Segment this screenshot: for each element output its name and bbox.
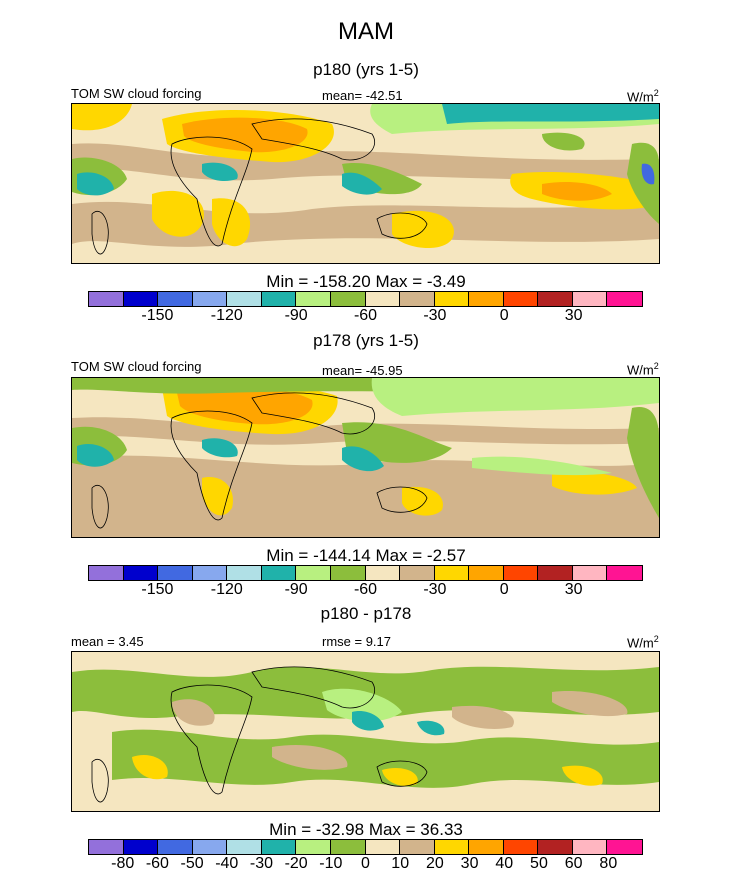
panel-3-minmax: Min = -32.98 Max = 36.33 [269, 820, 463, 839]
panel-2-minmax: Min = -144.14 Max = -2.57 [266, 546, 466, 565]
colorbar-swatch [330, 566, 366, 580]
colorbar-tick-label: 20 [425, 855, 444, 872]
colorbar-swatch [296, 566, 331, 580]
colorbar-swatch [227, 566, 262, 580]
colorbar-swatch [469, 292, 504, 306]
panel-2-units: W/m2 [627, 361, 659, 378]
colorbar-tick-label: -120 [210, 581, 243, 598]
colorbar-tick-label: -150 [141, 307, 174, 324]
colorbar-swatch [192, 840, 228, 854]
colorbar-swatch [261, 566, 297, 580]
panel-1-colorbar [88, 291, 643, 307]
panel-2-colorbar [88, 565, 643, 581]
colorbar-swatch [434, 566, 470, 580]
colorbar-swatch [158, 566, 193, 580]
colorbar-swatch [434, 292, 470, 306]
colorbar-swatch [469, 840, 504, 854]
colorbar-tick-label: 0 [499, 307, 509, 324]
panel-2-map [71, 377, 660, 538]
colorbar-tick-label: -60 [353, 581, 378, 598]
colorbar-swatch [227, 292, 262, 306]
colorbar-tick-label: 50 [530, 855, 548, 872]
colorbar-swatch [123, 292, 159, 306]
colorbar-swatch [538, 840, 573, 854]
panel-3-mean-label: mean = 3.45 [71, 634, 144, 649]
colorbar-tick-label: 0 [361, 855, 370, 872]
colorbar-swatch [572, 566, 608, 580]
panel-2-title: p178 (yrs 1-5) [313, 331, 419, 350]
panel-1-units: W/m2 [627, 88, 659, 105]
colorbar-swatch [434, 840, 470, 854]
colorbar-swatch [296, 292, 331, 306]
colorbar-swatch [158, 292, 193, 306]
panel-3-title: p180 - p178 [320, 604, 412, 623]
panel-3-map [71, 651, 660, 812]
colorbar-tick-label: -30 [249, 855, 273, 872]
panel-1-mean-label: mean= -42.51 [322, 88, 403, 103]
colorbar-swatch [572, 292, 608, 306]
colorbar-swatch [400, 292, 435, 306]
panel-2-mean-label: mean= -45.95 [322, 363, 403, 378]
colorbar-swatch [503, 566, 539, 580]
colorbar-swatch [123, 566, 159, 580]
colorbar-swatch [365, 292, 401, 306]
panel-1-title: p180 (yrs 1-5) [313, 60, 419, 79]
panel-1-minmax: Min = -158.20 Max = -3.49 [266, 272, 466, 291]
colorbar-swatch [503, 840, 539, 854]
colorbar-tick-label: 40 [495, 855, 514, 872]
colorbar-tick-label: -30 [423, 307, 447, 324]
colorbar-swatch [400, 566, 435, 580]
colorbar-swatch [261, 292, 297, 306]
colorbar-tick-label: 30 [460, 855, 479, 872]
colorbar-swatch [572, 840, 608, 854]
colorbar-swatch [503, 292, 539, 306]
colorbar-swatch [192, 566, 228, 580]
colorbar-tick-label: 30 [564, 307, 583, 324]
panel-2-variable-label: TOM SW cloud forcing [71, 359, 202, 374]
panel-3-rmse-label: rmse = 9.17 [322, 634, 392, 649]
colorbar-swatch [607, 840, 642, 854]
colorbar-swatch [365, 840, 401, 854]
colorbar-tick-label: -120 [210, 307, 243, 324]
colorbar-tick-label: -60 [353, 307, 378, 324]
colorbar-tick-label: -50 [180, 855, 204, 872]
colorbar-tick-label: -150 [141, 581, 174, 598]
colorbar-tick-label: 10 [391, 855, 410, 872]
colorbar-swatch [192, 292, 228, 306]
colorbar-swatch [538, 566, 573, 580]
colorbar-swatch [607, 566, 642, 580]
colorbar-swatch [123, 840, 159, 854]
colorbar-tick-label: 30 [564, 581, 583, 598]
panel-1-map [71, 103, 660, 264]
panel-3-colorbar [88, 839, 643, 855]
colorbar-swatch [469, 566, 504, 580]
colorbar-tick-label: -90 [284, 307, 308, 324]
colorbar-swatch [330, 292, 366, 306]
figure-title: MAM [338, 18, 394, 45]
colorbar-tick-label: -80 [111, 855, 135, 872]
colorbar-tick-label: -90 [284, 581, 308, 598]
panel-3-units: W/m2 [627, 634, 659, 651]
colorbar-tick-label: -10 [319, 855, 343, 872]
colorbar-tick-label: 80 [599, 855, 618, 872]
colorbar-swatch [330, 840, 366, 854]
colorbar-tick-label: -30 [423, 581, 447, 598]
panel-1-variable-label: TOM SW cloud forcing [71, 86, 202, 101]
colorbar-swatch [400, 840, 435, 854]
colorbar-swatch [365, 566, 401, 580]
colorbar-swatch [261, 840, 297, 854]
colorbar-swatch [89, 566, 124, 580]
colorbar-tick-label: -20 [284, 855, 308, 872]
colorbar-tick-label: -40 [215, 855, 239, 872]
colorbar-tick-label: 60 [564, 855, 583, 872]
colorbar-swatch [89, 840, 124, 854]
colorbar-swatch [89, 292, 124, 306]
colorbar-tick-label: -60 [145, 855, 169, 872]
colorbar-swatch [296, 840, 331, 854]
colorbar-swatch [538, 292, 573, 306]
colorbar-tick-label: 0 [499, 581, 509, 598]
colorbar-swatch [158, 840, 193, 854]
colorbar-swatch [607, 292, 642, 306]
colorbar-swatch [227, 840, 262, 854]
